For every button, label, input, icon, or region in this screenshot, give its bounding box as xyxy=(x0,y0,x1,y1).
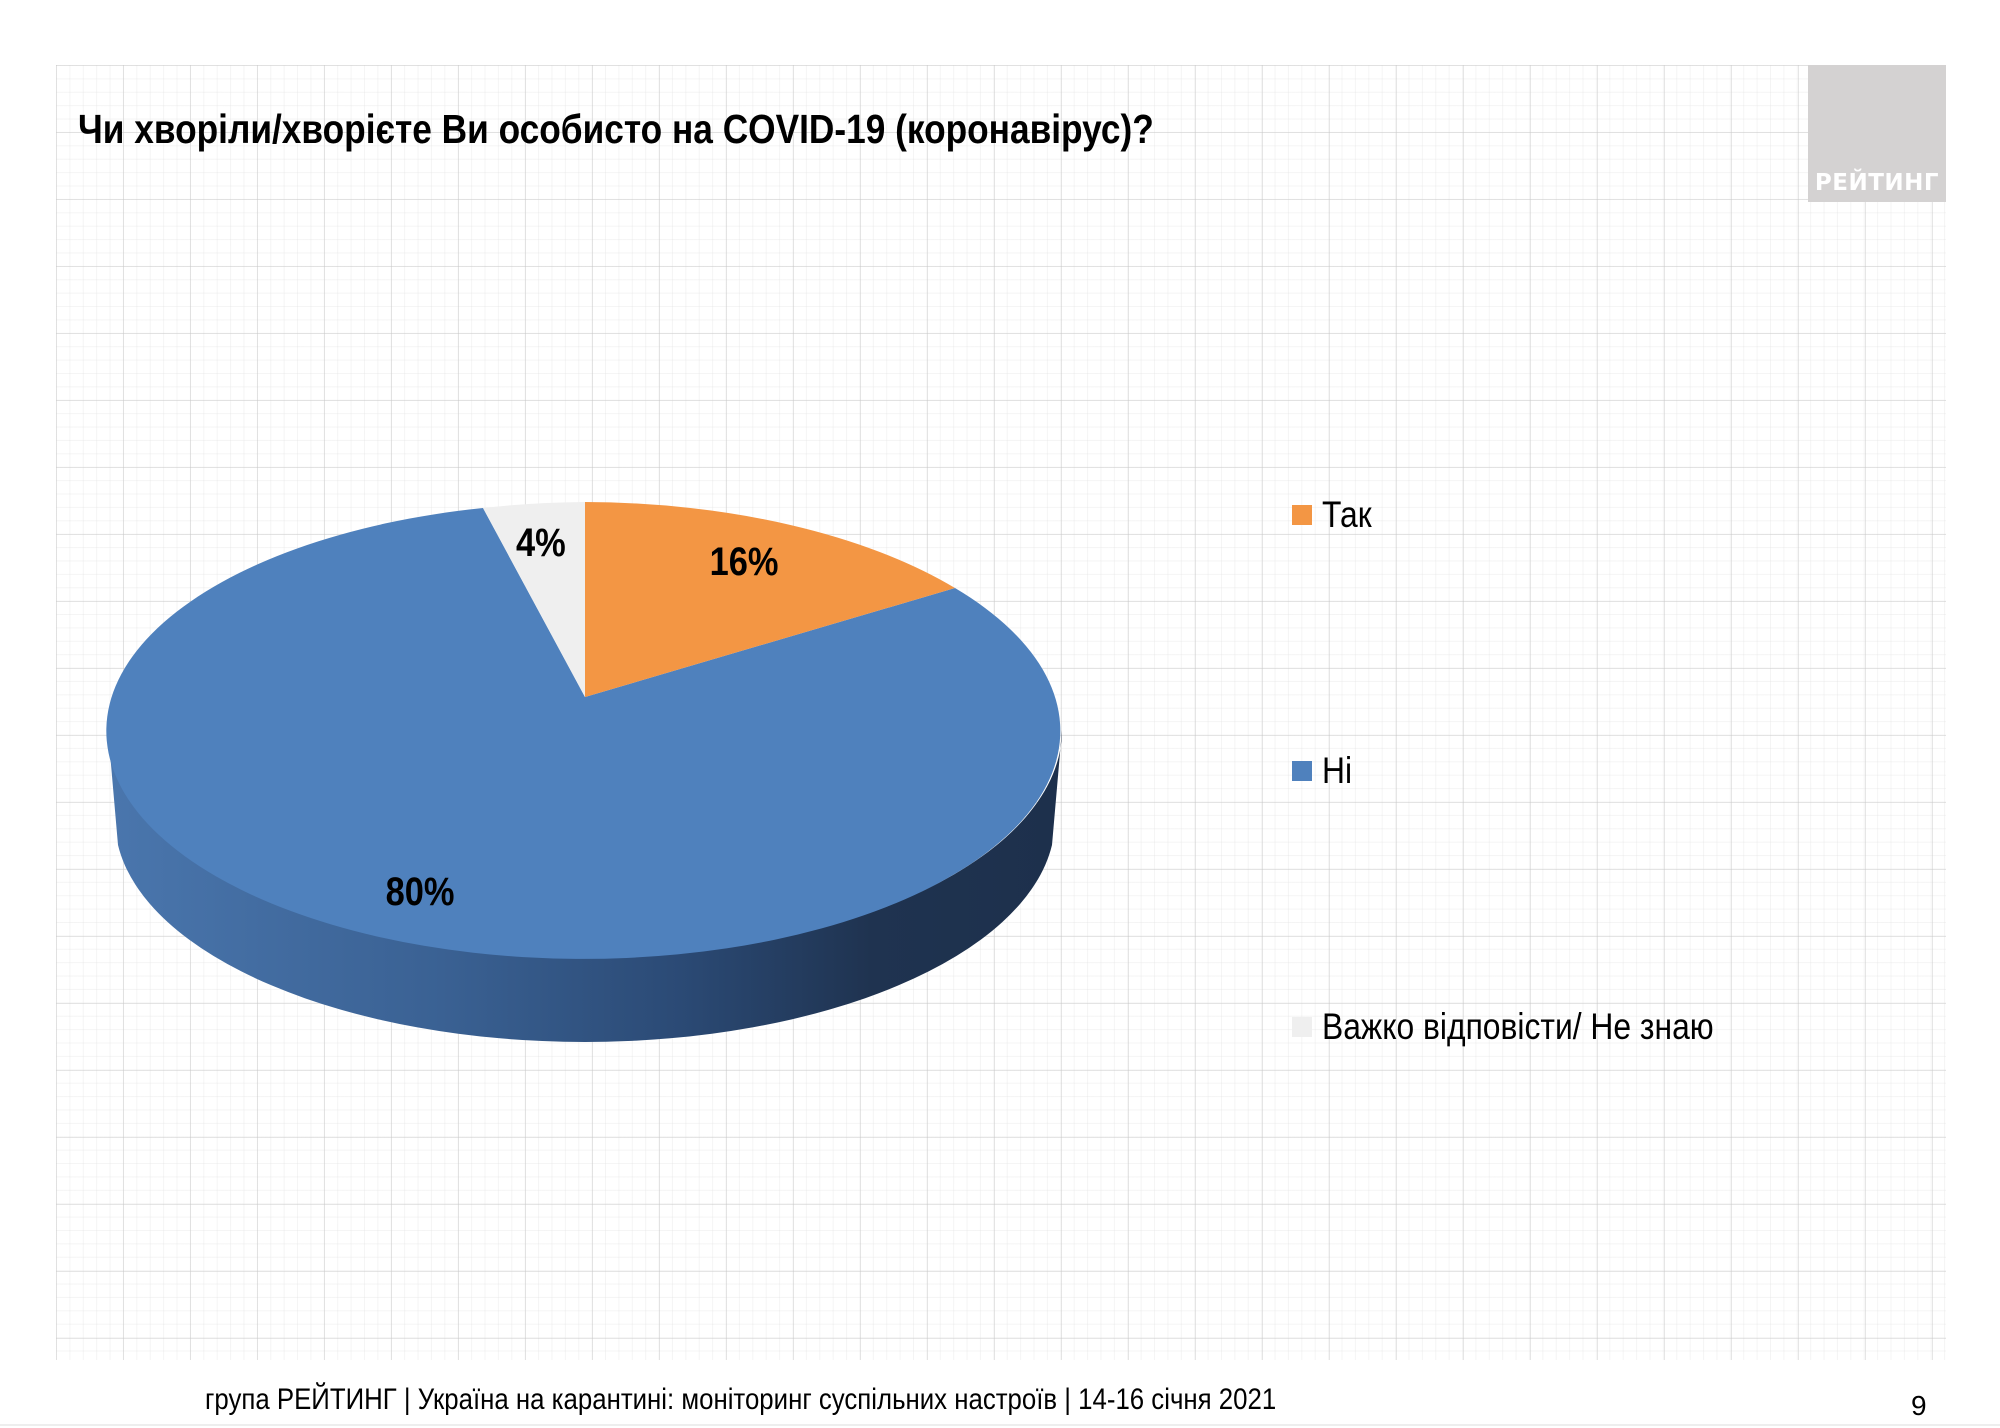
pie-side-wall xyxy=(108,730,1062,1042)
pie-slice-vazhko[interactable] xyxy=(483,502,585,697)
legend-item-tak: Так xyxy=(1292,494,1380,536)
label-tak-pct: 16% xyxy=(709,540,779,584)
logo-text: РЕЙТИНГ xyxy=(1814,170,1940,196)
rating-logo: РЕЙТИНГ xyxy=(1808,65,1946,202)
bottom-divider xyxy=(0,1424,2000,1426)
legend-item-vazhko: Важко відповісти/ Не знаю xyxy=(1292,1006,1777,1048)
legend-item-ni: Ні xyxy=(1292,750,1357,792)
legend-label: Так xyxy=(1322,494,1372,535)
pie-slice-ni[interactable] xyxy=(106,508,1061,959)
legend-swatch-orange xyxy=(1292,505,1312,525)
label-vazhko-pct: 4% xyxy=(516,521,566,565)
legend-swatch-blue xyxy=(1292,761,1312,781)
page-number: 9 xyxy=(1911,1390,1927,1421)
pie-slice-tak[interactable] xyxy=(585,502,955,697)
legend-swatch-grey xyxy=(1292,1017,1312,1037)
legend-label: Ні xyxy=(1322,750,1353,791)
slide-footer: група РЕЙТИНГ | Україна на карантині: мо… xyxy=(205,1383,1277,1416)
label-ni-pct: 80% xyxy=(385,870,455,914)
chart-title: Чи хворіли/хворієте Ви особисто на COVID… xyxy=(78,106,1154,152)
legend-label: Важко відповісти/ Не знаю xyxy=(1322,1006,1714,1047)
